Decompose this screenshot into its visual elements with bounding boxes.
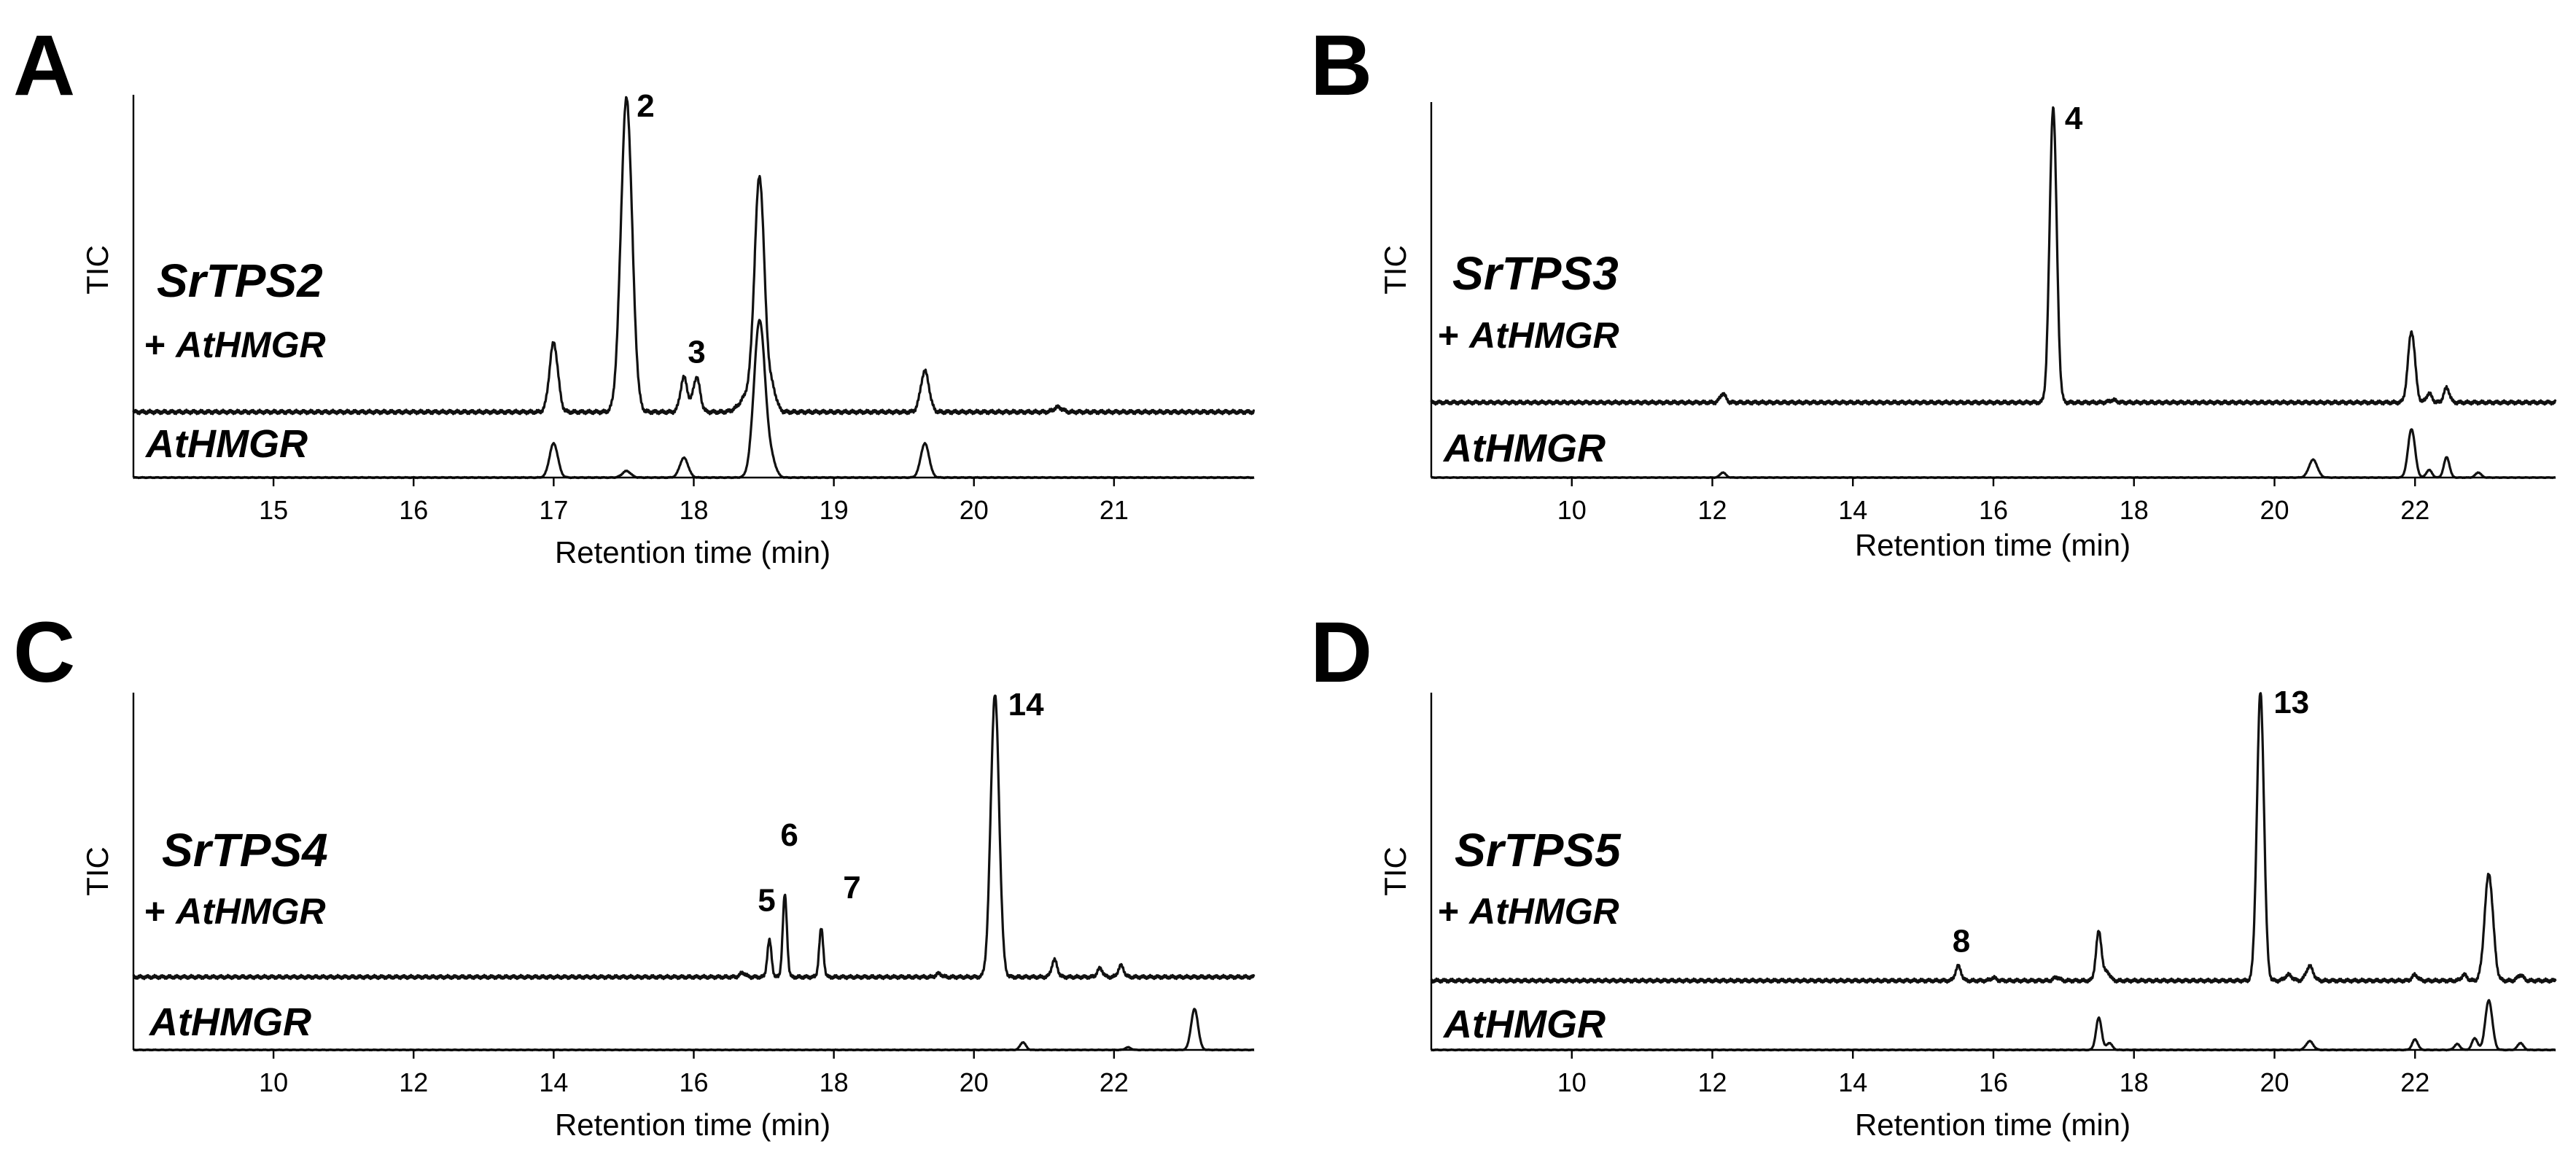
x-tick-label: 20 bbox=[960, 1067, 989, 1097]
x-tick-label: 14 bbox=[1838, 1067, 1867, 1097]
x-axis-label: Retention time (min) bbox=[1855, 528, 2131, 562]
peak-label-2: 2 bbox=[637, 88, 654, 124]
sample-label: SrTPS2 bbox=[157, 254, 323, 307]
sample-cosubstrate-label: + AtHMGR bbox=[1438, 315, 1619, 356]
peak-label-7: 7 bbox=[843, 870, 860, 906]
peak-label-5: 5 bbox=[758, 883, 775, 919]
x-tick-label: 12 bbox=[1697, 495, 1727, 525]
peak-label-13: 13 bbox=[2273, 685, 2309, 720]
peak-label-8: 8 bbox=[1953, 923, 1970, 959]
sample-label: SrTPS3 bbox=[1452, 247, 1619, 300]
sample-label: SrTPS4 bbox=[162, 824, 328, 876]
peak-label-3: 3 bbox=[688, 335, 705, 370]
x-tick-label: 18 bbox=[679, 495, 708, 525]
x-tick-label: 16 bbox=[679, 1067, 708, 1097]
x-tick-label: 22 bbox=[2400, 495, 2429, 525]
x-tick-label: 18 bbox=[2120, 1067, 2149, 1097]
control-label: AtHMGR bbox=[144, 422, 308, 466]
control-label: AtHMGR bbox=[1442, 1003, 1606, 1046]
x-axis-label: Retention time (min) bbox=[555, 1108, 830, 1142]
y-axis-label: TIC bbox=[80, 846, 114, 896]
panel-b: B TIC SrTPS3 + AtHMGR AtHMGR Retention t… bbox=[1310, 17, 2131, 562]
x-tick-label: 22 bbox=[2400, 1067, 2429, 1097]
trace-sample bbox=[132, 96, 1256, 416]
x-axis-label: Retention time (min) bbox=[1855, 1108, 2131, 1142]
panel-letter-c: C bbox=[13, 604, 75, 701]
panel-letter-a: A bbox=[13, 17, 75, 114]
panel-d: D TIC SrTPS5 + AtHMGR AtHMGR Retention t… bbox=[1310, 604, 2131, 1142]
x-tick-label: 10 bbox=[1557, 1067, 1587, 1097]
x-tick-label: 18 bbox=[820, 1067, 849, 1097]
x-tick-label: 10 bbox=[1557, 495, 1587, 525]
x-tick-label: 19 bbox=[820, 495, 849, 525]
x-tick-label: 14 bbox=[539, 1067, 568, 1097]
x-tick-label: 12 bbox=[399, 1067, 428, 1097]
chart-area: 56 7 14 10 12 14 16 18 20 22 bbox=[132, 687, 1256, 1097]
control-label: AtHMGR bbox=[1442, 427, 1606, 470]
x-tick-label: 15 bbox=[259, 495, 288, 525]
panel-c: C TIC SrTPS4 + AtHMGR AtHMGR Retention t… bbox=[13, 604, 830, 1142]
peak-label-6: 6 bbox=[780, 817, 798, 853]
sample-label: SrTPS5 bbox=[1455, 824, 1622, 876]
x-axis-label: Retention time (min) bbox=[555, 535, 830, 569]
x-tick-label: 20 bbox=[960, 495, 989, 525]
x-tick-label: 10 bbox=[259, 1067, 288, 1097]
trace-sample bbox=[1430, 692, 2557, 984]
x-tick-label: 20 bbox=[2260, 495, 2289, 525]
x-tick-label: 22 bbox=[1100, 1067, 1129, 1097]
sample-cosubstrate-label: + AtHMGR bbox=[1438, 891, 1619, 932]
control-label: AtHMGR bbox=[148, 1000, 311, 1044]
x-tick-label: 17 bbox=[539, 495, 568, 525]
x-tick-label: 12 bbox=[1697, 1067, 1727, 1097]
y-axis-label: TIC bbox=[80, 245, 114, 295]
trace-sample bbox=[1430, 106, 2557, 406]
x-tick-label: 16 bbox=[399, 495, 428, 525]
x-tick-label: 21 bbox=[1100, 495, 1129, 525]
x-tick-label: 18 bbox=[2120, 495, 2149, 525]
panel-letter-b: B bbox=[1310, 17, 1372, 114]
chart-area: 2 3 15 16 17 18 19 20 21 bbox=[132, 88, 1256, 525]
x-tick-label: 14 bbox=[1838, 495, 1867, 525]
chart-area: 8 13 10 12 14 16 18 20 22 bbox=[1430, 685, 2557, 1097]
panel-a: A TIC SrTPS2 + AtHMGR AtHMGR Retention t… bbox=[13, 17, 830, 569]
chart-area: 4 10 12 14 16 18 20 22 bbox=[1430, 101, 2557, 525]
panel-letter-d: D bbox=[1310, 604, 1372, 701]
sample-cosubstrate-label: + AtHMGR bbox=[144, 324, 326, 365]
peak-label-14: 14 bbox=[1008, 687, 1044, 723]
y-axis-label: TIC bbox=[1378, 245, 1412, 295]
x-tick-label: 16 bbox=[1979, 1067, 2008, 1097]
peak-label-4: 4 bbox=[2065, 101, 2083, 136]
x-tick-label: 20 bbox=[2260, 1067, 2289, 1097]
y-axis-label: TIC bbox=[1378, 846, 1412, 896]
x-tick-label: 16 bbox=[1979, 495, 2008, 525]
trace-sample bbox=[132, 694, 1256, 981]
sample-cosubstrate-label: + AtHMGR bbox=[144, 891, 326, 932]
